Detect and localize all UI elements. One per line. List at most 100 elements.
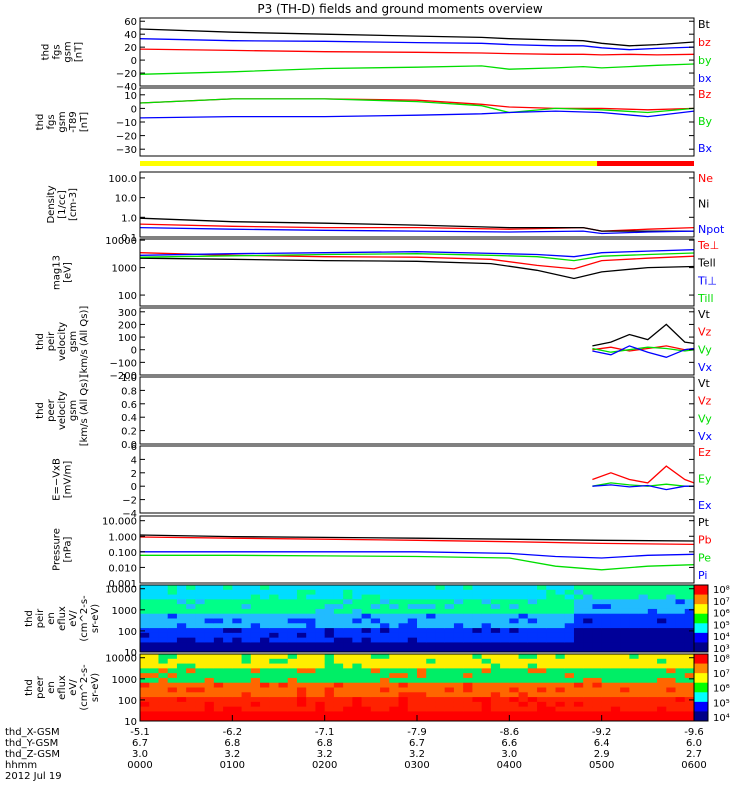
heatmap-cell xyxy=(527,668,538,674)
legend-label: Ey xyxy=(698,473,712,486)
heatmap-cell xyxy=(389,623,400,629)
heatmap-cell xyxy=(564,637,575,643)
heatmap-cell xyxy=(176,654,187,660)
heatmap-cell xyxy=(675,706,686,712)
heatmap-cell xyxy=(657,711,667,717)
heatmap-cell xyxy=(269,682,279,688)
heatmap-cell xyxy=(620,711,630,717)
heatmap-cell xyxy=(453,599,464,605)
heatmap-cell xyxy=(389,697,400,703)
heatmap-cell xyxy=(241,668,252,674)
heatmap-cell xyxy=(315,642,326,648)
heatmap-cell xyxy=(149,673,159,679)
heatmap-cell xyxy=(278,594,289,600)
heatmap-cell xyxy=(481,608,492,615)
heatmap-cell xyxy=(453,663,464,669)
heatmap-cell xyxy=(620,642,630,648)
heatmap-cell xyxy=(333,697,344,703)
heatmap-cell xyxy=(315,663,326,669)
y-axis-label: Density xyxy=(46,185,57,223)
heatmap-cell xyxy=(361,701,372,708)
heatmap-cell xyxy=(306,642,316,648)
heatmap-cell xyxy=(361,711,372,717)
y-tick-label: −200 xyxy=(110,371,137,382)
heatmap-cell xyxy=(250,604,261,610)
heatmap-cell xyxy=(352,623,363,629)
heatmap-cell xyxy=(684,654,695,660)
heatmap-cell xyxy=(324,642,335,648)
y-tick-label: 10 xyxy=(124,648,137,659)
heatmap-cell xyxy=(149,716,159,722)
heatmap-cell xyxy=(546,692,556,698)
heatmap-cell xyxy=(629,711,640,717)
heatmap-cell xyxy=(204,663,215,669)
panel-frame xyxy=(139,87,695,157)
heatmap-cell xyxy=(592,637,603,643)
heatmap-cell xyxy=(638,692,649,698)
heatmap-cell xyxy=(260,585,270,591)
heatmap-cell xyxy=(333,716,344,722)
heatmap-cell xyxy=(149,668,159,674)
heatmap-cell xyxy=(352,658,363,665)
heatmap-cell xyxy=(389,716,400,722)
heatmap-cell xyxy=(140,663,150,669)
heatmap-cell xyxy=(167,647,178,653)
y-axis-label: velocity xyxy=(57,322,68,361)
legend-label: Pe xyxy=(698,551,711,564)
heatmap-cell xyxy=(666,658,677,665)
heatmap-cell xyxy=(601,663,612,669)
heatmap-cell xyxy=(149,701,159,708)
heatmap-cell xyxy=(620,623,630,629)
heatmap-cell xyxy=(186,654,196,660)
heatmap-cell xyxy=(204,613,215,619)
heatmap-cell xyxy=(481,637,492,643)
heatmap-cell xyxy=(546,647,556,653)
heatmap-cell xyxy=(666,613,677,619)
heatmap-cell xyxy=(186,613,196,619)
heatmap-cell xyxy=(592,677,603,684)
heatmap-cell xyxy=(472,716,483,722)
heatmap-cell xyxy=(675,716,686,722)
heatmap-cell xyxy=(195,706,206,712)
heatmap-cell xyxy=(537,599,547,605)
heatmap-cell xyxy=(241,599,252,605)
heatmap-cell xyxy=(546,637,556,643)
heatmap-cell xyxy=(417,663,427,669)
heatmap-cell xyxy=(315,647,326,653)
heatmap-cell xyxy=(167,716,178,722)
heatmap-cell xyxy=(555,637,566,643)
heatmap-cell xyxy=(232,692,243,698)
heatmap-cell xyxy=(158,654,169,660)
legend-label: Vy xyxy=(698,343,712,356)
heatmap-cell xyxy=(306,628,316,634)
heatmap-cell xyxy=(398,628,409,634)
heatmap-cell xyxy=(417,608,427,615)
heatmap-cell xyxy=(620,716,630,722)
heatmap-cell xyxy=(398,711,409,717)
heatmap-cell xyxy=(195,585,206,591)
heatmap-cell xyxy=(518,701,529,708)
heatmap-cell xyxy=(573,632,584,639)
heatmap-cell xyxy=(213,706,224,712)
heatmap-cell xyxy=(610,711,621,717)
heatmap-cell xyxy=(601,618,612,624)
heatmap-cell xyxy=(333,711,344,717)
heatmap-cell xyxy=(546,706,556,712)
heatmap-cell xyxy=(546,682,556,688)
heatmap-cell xyxy=(195,608,206,615)
heatmap-cell xyxy=(453,613,464,619)
heatmap-cell xyxy=(176,589,187,596)
heatmap-cell xyxy=(453,673,464,679)
heatmap-cell xyxy=(583,711,593,717)
heatmap-cell xyxy=(380,623,390,629)
heatmap-cell xyxy=(453,632,464,639)
colorbar-label: 10³ xyxy=(713,644,730,655)
heatmap-cell xyxy=(638,701,649,708)
heatmap-cell xyxy=(509,642,520,648)
heatmap-cell xyxy=(657,692,667,698)
heatmap-cell xyxy=(490,594,501,600)
heatmap-cell xyxy=(287,687,298,693)
heatmap-cell xyxy=(140,706,150,712)
heatmap-cell xyxy=(287,647,298,653)
heatmap-cell xyxy=(463,647,473,653)
